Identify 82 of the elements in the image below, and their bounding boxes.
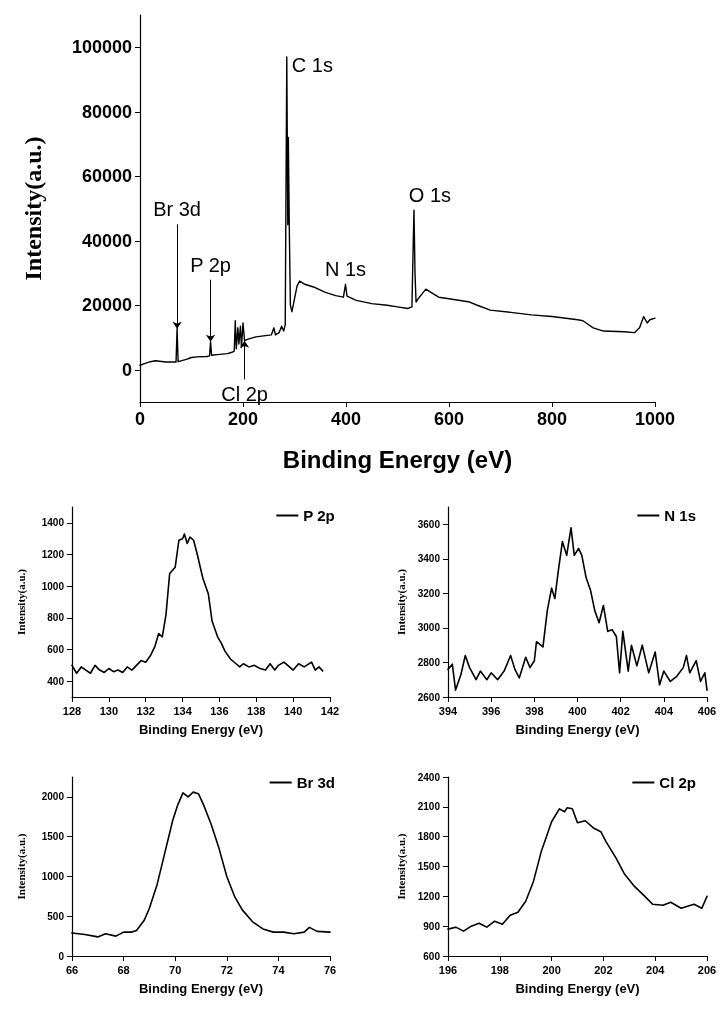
x-tick-label: 406: [697, 704, 717, 717]
y-tick-label: 1200: [417, 890, 441, 902]
y-tick-label: 1000: [41, 870, 65, 882]
annotation: P 2p: [190, 253, 231, 276]
x-tick-label: 76: [323, 963, 337, 976]
x-axis-title: Binding Energy (eV): [515, 981, 640, 996]
y-tick-label: 3200: [417, 587, 441, 599]
annotation: C 1s: [291, 53, 333, 76]
annotation: Cl 2p: [221, 383, 268, 406]
y-tick-label: 40000: [81, 230, 132, 251]
x-tick-label: 196: [438, 963, 458, 976]
y-tick-label: 1000: [41, 580, 65, 592]
x-tick-label: 70: [169, 963, 182, 976]
x-tick-label: 66: [65, 963, 79, 976]
x-axis-title: Binding Energy (eV): [138, 722, 264, 737]
x-tick-label: 800: [536, 409, 568, 429]
y-tick-label: 20000: [81, 295, 132, 316]
x-tick-label: 1000: [634, 409, 676, 429]
x-tick-label: 398: [525, 704, 544, 717]
y-axis-title: Intensity(a.u.): [20, 136, 46, 281]
y-tick-label: 2100: [417, 801, 441, 813]
x-axis-title: Binding Energy (eV): [282, 445, 513, 473]
y-tick-label: 600: [423, 950, 441, 962]
y-tick-label: 2400: [417, 771, 441, 783]
x-tick-label: 198: [490, 963, 509, 976]
x-tick-label: 394: [438, 704, 459, 717]
annotation: O 1s: [408, 184, 452, 207]
y-tick-label: 1800: [417, 831, 441, 843]
y-tick-label: 2800: [417, 656, 441, 668]
legend-label: Cl 2p: [659, 774, 697, 791]
x-tick-label: 402: [611, 704, 630, 717]
y-tick-label: 2000: [41, 791, 65, 803]
y-tick-label: 60000: [81, 166, 132, 187]
y-tick-label: 800: [47, 612, 65, 624]
y-tick-label: 100000: [71, 37, 132, 58]
legend-label: N 1s: [664, 507, 696, 524]
x-tick-label: 134: [173, 704, 193, 717]
x-tick-label: 72: [220, 963, 233, 976]
x-tick-label: 132: [136, 704, 155, 717]
y-tick-label: 500: [47, 910, 65, 922]
x-tick-label: 204: [646, 963, 666, 976]
y-tick-label: 3000: [417, 622, 441, 634]
x-tick-label: 206: [697, 963, 717, 976]
y-tick-label: 1500: [41, 831, 65, 843]
x-tick-label: 74: [272, 963, 286, 976]
x-tick-label: 130: [99, 704, 119, 717]
y-tick-label: 3400: [417, 553, 441, 565]
x-tick-label: 142: [320, 704, 340, 717]
x-axis-title: Binding Energy (eV): [515, 722, 640, 737]
y-axis-title: Intensity(a.u.): [395, 833, 409, 900]
x-tick-label: 136: [210, 704, 229, 717]
legend-label: Br 3d: [296, 774, 335, 791]
x-tick-label: 0: [134, 409, 146, 429]
y-axis-title: Intensity(a.u.): [14, 568, 28, 636]
x-tick-label: 68: [117, 963, 130, 976]
y-tick-label: 3600: [417, 518, 441, 530]
x-tick-label: 400: [330, 409, 362, 429]
x-tick-label: 400: [568, 704, 587, 717]
y-axis-title: Intensity(a.u.): [14, 833, 28, 900]
y-axis-title: Intensity(a.u.): [395, 568, 409, 636]
y-tick-label: 2600: [417, 691, 441, 703]
y-tick-label: 600: [47, 644, 65, 655]
x-tick-label: 200: [542, 963, 561, 976]
y-tick-label: 400: [47, 675, 65, 687]
x-tick-label: 138: [247, 704, 266, 717]
legend-label: P 2p: [303, 507, 335, 524]
x-tick-label: 128: [62, 704, 82, 717]
x-axis-title: Binding Energy (eV): [138, 981, 264, 996]
y-tick-label: 900: [423, 920, 441, 932]
annotation: Br 3d: [153, 198, 201, 221]
x-tick-label: 140: [283, 704, 303, 717]
y-tick-label: 1500: [417, 861, 441, 872]
y-tick-label: 0: [58, 950, 65, 962]
x-tick-label: 200: [227, 409, 259, 429]
x-tick-label: 202: [594, 963, 613, 976]
x-tick-label: 396: [481, 704, 501, 717]
x-tick-label: 404: [654, 704, 674, 717]
y-tick-label: 0: [121, 359, 132, 380]
y-tick-label: 1400: [41, 517, 65, 529]
annotation: N 1s: [324, 258, 367, 281]
y-tick-label: 1200: [41, 549, 65, 560]
y-tick-label: 80000: [81, 101, 132, 122]
